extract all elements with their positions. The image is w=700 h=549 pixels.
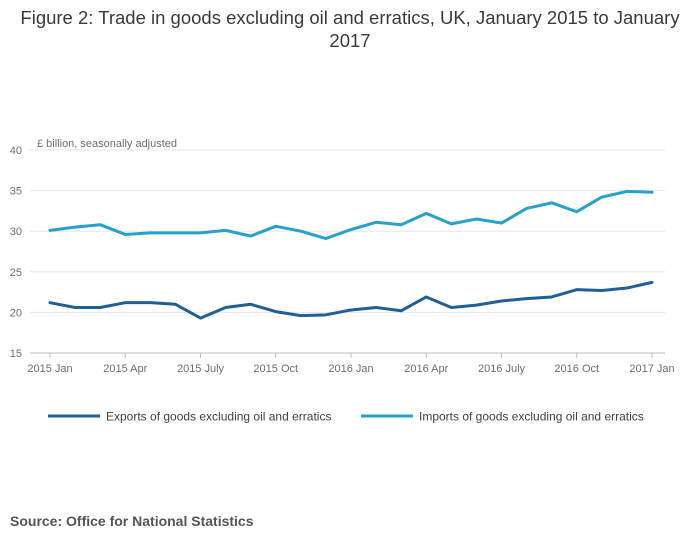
x-tick-label: 2015 Oct — [253, 363, 298, 375]
series-lines — [48, 189, 654, 320]
legend: Exports of goods excluding oil and errat… — [48, 410, 644, 424]
y-tick-label: 30 — [10, 226, 22, 238]
x-tick-label: 2016 July — [478, 363, 526, 375]
exports-series-line — [48, 280, 654, 320]
x-tick-label: 2015 July — [177, 363, 225, 375]
y-tick-label: 20 — [10, 307, 22, 319]
x-tick-label: 2016 Jan — [328, 363, 373, 375]
x-tick-label: 2017 Jan — [629, 363, 674, 375]
x-tick-label: 2015 Apr — [103, 363, 147, 375]
legend-label: Exports of goods excluding oil and errat… — [106, 410, 331, 424]
source-note: Source: Office for National Statistics — [10, 513, 254, 529]
y-tick-label: 15 — [10, 348, 22, 360]
y-axis-label: £ billion, seasonally adjusted — [37, 138, 177, 150]
gridlines — [30, 149, 665, 354]
x-tick-label: 2016 Apr — [404, 363, 448, 375]
chart-title: Figure 2: Trade in goods excluding oil a… — [20, 7, 680, 51]
x-tick-label: 2016 Oct — [554, 363, 599, 375]
y-tick-label: 40 — [10, 145, 22, 157]
imports-series-line — [48, 189, 654, 241]
legend-label: Imports of goods excluding oil and errat… — [419, 410, 644, 424]
axes: 15 20 25 30 35 40 2015 Jan 2015 Apr 2015 July 201… — [10, 145, 675, 375]
x-tick-label: 2015 Jan — [27, 363, 72, 375]
y-tick-label: 35 — [10, 186, 22, 198]
y-tick-label: 25 — [10, 267, 22, 279]
